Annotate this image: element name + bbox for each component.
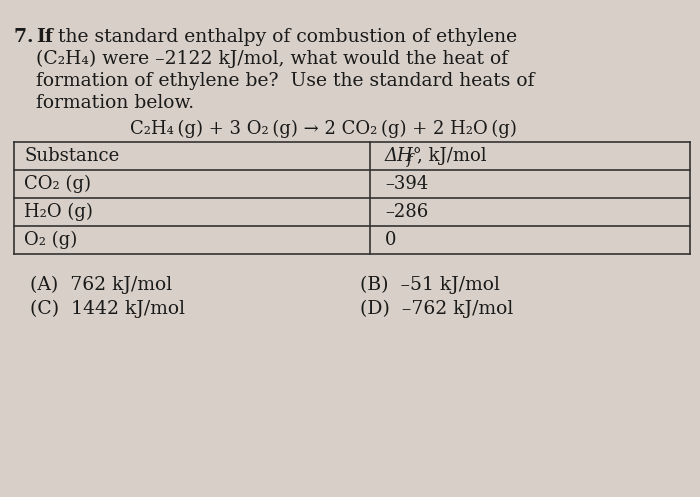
Text: H₂O (g): H₂O (g) [24, 203, 93, 221]
Text: f: f [407, 153, 412, 167]
Text: (B)  –51 kJ/mol: (B) –51 kJ/mol [360, 276, 500, 294]
Text: –394: –394 [385, 175, 428, 193]
Text: CO₂ (g): CO₂ (g) [24, 175, 91, 193]
Text: –286: –286 [385, 203, 428, 221]
Text: (C₂H₄) were –2122 kJ/mol, what would the heat of: (C₂H₄) were –2122 kJ/mol, what would the… [36, 50, 508, 68]
Text: 7.: 7. [14, 28, 40, 46]
Text: (A)  762 kJ/mol: (A) 762 kJ/mol [30, 276, 172, 294]
Text: C₂H₄ (g) + 3 O₂ (g) → 2 CO₂ (g) + 2 H₂O (g): C₂H₄ (g) + 3 O₂ (g) → 2 CO₂ (g) + 2 H₂O … [130, 120, 517, 138]
Text: formation below.: formation below. [36, 94, 194, 112]
Text: (C)  1442 kJ/mol: (C) 1442 kJ/mol [30, 300, 185, 318]
Text: (D)  –762 kJ/mol: (D) –762 kJ/mol [360, 300, 513, 318]
Text: Substance: Substance [24, 147, 119, 165]
Text: the standard enthalpy of combustion of ethylene: the standard enthalpy of combustion of e… [52, 28, 517, 46]
Text: , kJ/mol: , kJ/mol [417, 147, 486, 165]
Text: 0: 0 [385, 231, 396, 249]
Text: O₂ (g): O₂ (g) [24, 231, 77, 249]
Text: ΔH°: ΔH° [385, 147, 423, 165]
Text: If: If [36, 28, 53, 46]
Text: formation of ethylene be?  Use the standard heats of: formation of ethylene be? Use the standa… [36, 72, 535, 90]
